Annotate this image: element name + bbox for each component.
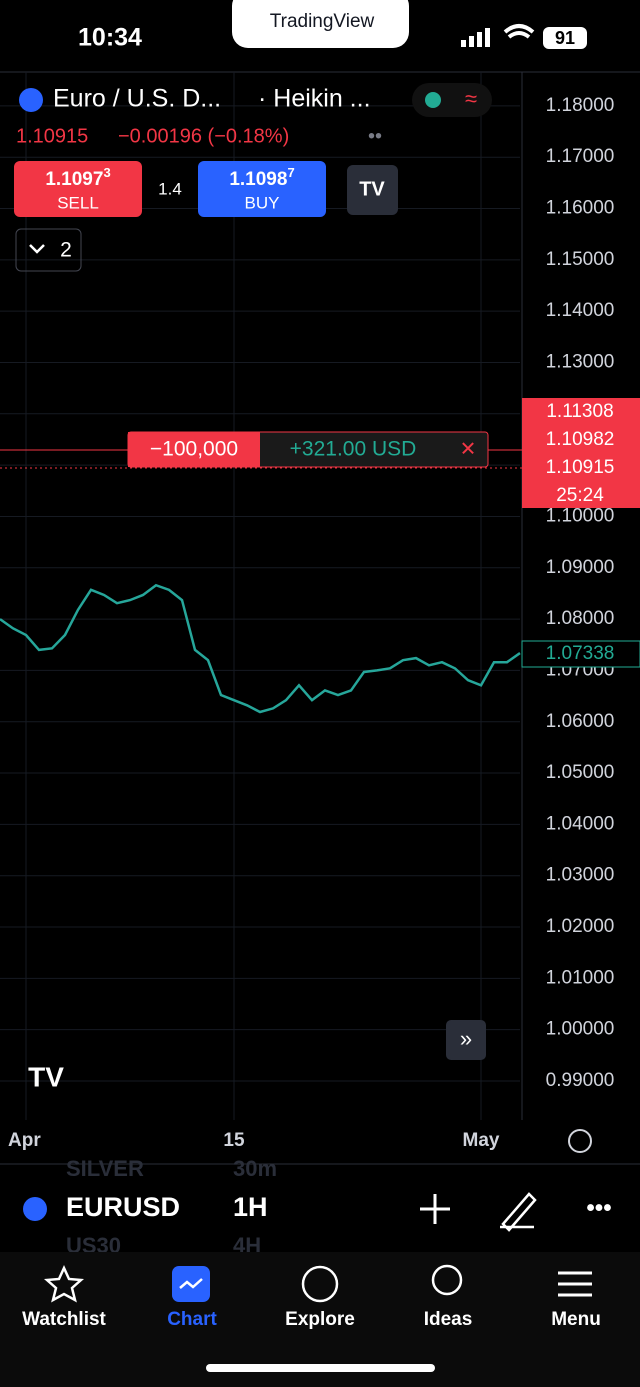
sell-pip[interactable]: 3 (103, 165, 110, 180)
y-tick-label: 0.99000 (546, 1070, 615, 1091)
price-label: 25:24 (556, 485, 604, 506)
y-tick-label: 1.05000 (546, 762, 615, 783)
buy-button[interactable] (198, 161, 326, 217)
app-pill (232, 0, 409, 48)
chart-style[interactable]: · Heikin ... (258, 85, 371, 113)
sell-price-main[interactable]: 1.1097 (45, 169, 103, 190)
buy-pip[interactable]: 7 (287, 165, 294, 180)
price-line-series (0, 583, 521, 714)
current-price-box (521, 640, 640, 668)
nav-label[interactable]: Ideas (424, 1309, 473, 1330)
faded-interval: 30m (233, 1156, 277, 1181)
y-tick-label: 1.17000 (546, 146, 615, 167)
settings-icon[interactable] (568, 1129, 592, 1153)
y-tick-label: 1.13000 (546, 351, 615, 372)
app-name: TradingView (270, 11, 375, 32)
x-tick-label: May (463, 1130, 500, 1151)
y-tick-label: 1.03000 (546, 865, 615, 886)
price-labels-box (522, 398, 640, 508)
battery (543, 27, 587, 49)
battery-level: 91 (555, 28, 575, 48)
spread: 1.4 (158, 179, 182, 198)
position-qty[interactable]: −100,000 (150, 438, 238, 461)
last-price: 1.10915 (16, 125, 88, 147)
add-icon[interactable] (420, 1194, 450, 1224)
more-dots: •• (368, 125, 382, 147)
buy-price-main[interactable]: 1.1098 (229, 169, 287, 190)
y-tick-label: 1.09000 (546, 557, 615, 578)
nav-label[interactable]: Explore (285, 1309, 355, 1330)
flag-icon (23, 1197, 47, 1221)
tv-logo: TV (28, 1061, 64, 1092)
broker-button[interactable] (347, 165, 398, 215)
y-tick-label: 1.16000 (546, 198, 615, 219)
chevron (29, 244, 45, 254)
clock: 10:34 (78, 24, 142, 52)
y-tick-label: 1.01000 (546, 967, 615, 988)
signal (461, 28, 490, 47)
y-tick-label: 1.10000 (546, 505, 615, 526)
close-position[interactable]: ✕ (460, 438, 477, 460)
nav-label[interactable]: Watchlist (22, 1309, 106, 1330)
market-open-dot (425, 92, 441, 108)
menu-icon[interactable] (558, 1271, 592, 1297)
price-label: 1.10915 (546, 457, 615, 478)
status-pill (412, 83, 492, 117)
price-label: 1.11308 (546, 401, 613, 422)
nav-label[interactable]: Chart (167, 1309, 217, 1330)
nav-label[interactable]: Menu (551, 1309, 601, 1330)
watchlist-icon[interactable] (43, 1264, 85, 1303)
y-tick-label: 1.18000 (546, 95, 615, 116)
wifi (503, 24, 535, 39)
y-tick-label: 1.06000 (546, 711, 615, 732)
home-indicator (206, 1364, 435, 1372)
buy-price[interactable]: 1.10987 (229, 165, 294, 190)
symbol-name[interactable]: Euro / U.S. D... (53, 85, 221, 113)
broker-logo[interactable]: TV (359, 178, 385, 200)
y-tick-label: 1.14000 (546, 300, 615, 321)
price-change: −0.00196 (−0.18%) (118, 125, 289, 147)
more-icon[interactable]: ••• (586, 1194, 611, 1221)
chart-icon-line (179, 1278, 203, 1289)
draw-icon[interactable] (500, 1192, 537, 1232)
y-tick-label: 1.15000 (546, 249, 615, 270)
buy-label[interactable]: BUY (245, 193, 280, 212)
faded-symbol: SILVER (66, 1156, 144, 1181)
x-tick-label: Apr (8, 1130, 41, 1151)
current-price: 1.07338 (546, 643, 615, 664)
x-tick-label: 15 (223, 1130, 245, 1151)
ideas-icon[interactable] (431, 1264, 463, 1296)
layers-button[interactable] (15, 228, 82, 272)
scroll-icon: » (460, 1026, 472, 1051)
y-tick-label: 1.00000 (546, 1019, 615, 1040)
position-qty-box (128, 432, 260, 467)
y-tick-label: 1.02000 (546, 916, 615, 937)
scroll-right[interactable] (446, 1020, 486, 1060)
flag-icon (19, 88, 43, 112)
toolbar-interval[interactable]: 1H (233, 1192, 268, 1222)
y-tick-label: 1.04000 (546, 813, 615, 834)
toolbar-symbol[interactable]: EURUSD (66, 1192, 180, 1222)
position-pnl[interactable]: +321.00 USD (290, 438, 417, 461)
explore-icon[interactable] (301, 1265, 339, 1303)
y-tick-label: 1.08000 (546, 608, 615, 629)
sell-price[interactable]: 1.10973 (45, 165, 110, 190)
indicator-icon: ≈ (465, 86, 477, 111)
price-label: 1.10982 (546, 429, 615, 450)
sell-label[interactable]: SELL (57, 193, 99, 212)
sell-button[interactable] (14, 161, 142, 217)
layers-count[interactable]: 2 (60, 239, 72, 262)
